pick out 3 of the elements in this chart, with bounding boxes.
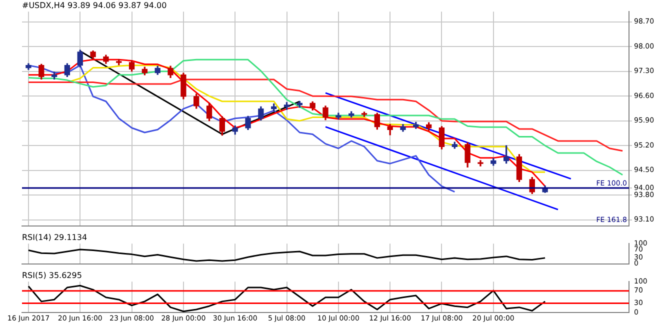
chart-title: RSI(14) 29.1134 [22, 232, 88, 242]
chart-title: #USDX,H4 93.89 94.06 93.87 94.00 [22, 0, 167, 10]
chart-title: RSI(5) 35.6295 [22, 270, 82, 280]
